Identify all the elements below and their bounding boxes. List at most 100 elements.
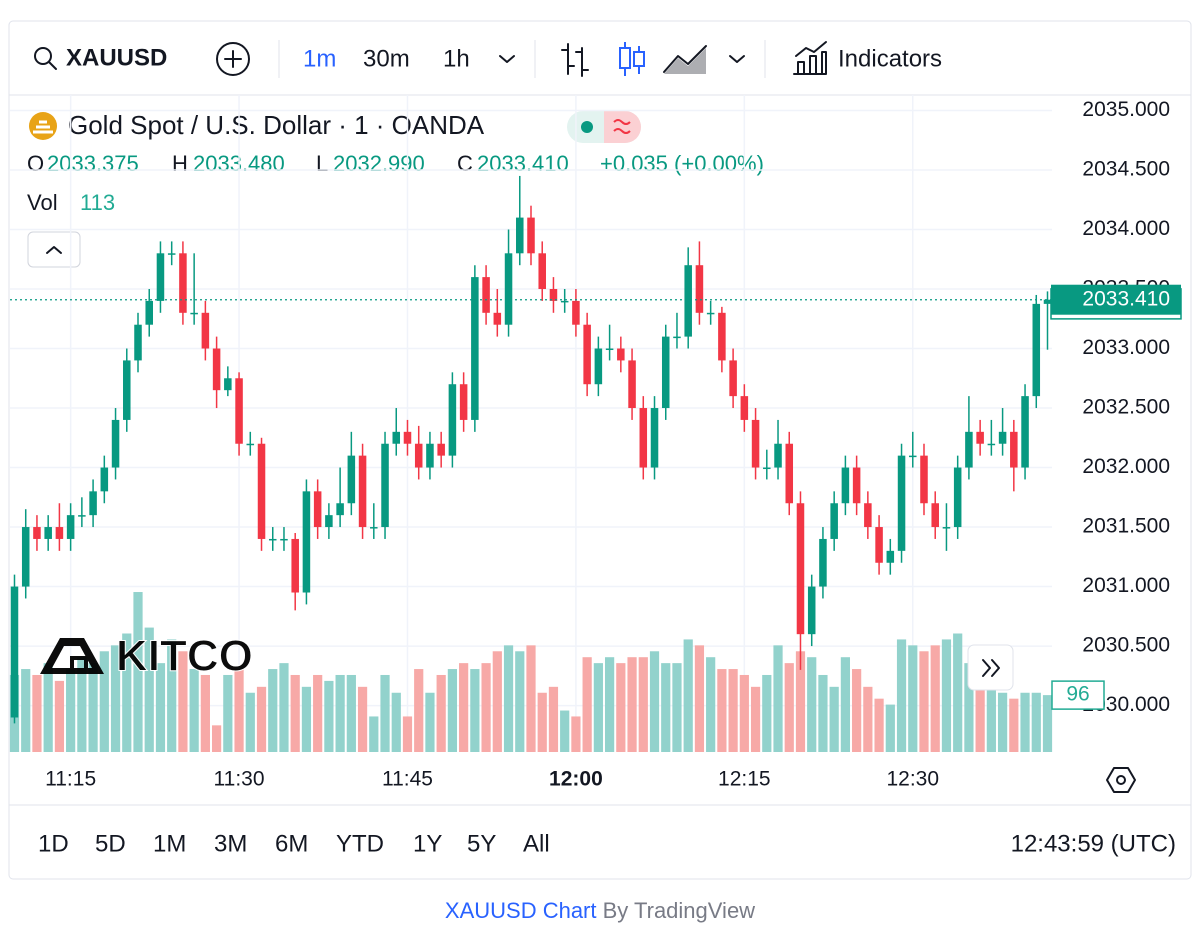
last-volume-box — [1051, 680, 1105, 710]
candles-style[interactable] — [619, 42, 645, 76]
candle-body — [706, 312, 715, 315]
candle-body — [560, 300, 569, 303]
interval[interactable]: 1m — [303, 45, 336, 72]
symbol-search[interactable]: XAUUSD — [34, 44, 167, 71]
area-style[interactable] — [663, 45, 707, 74]
volume-bar — [301, 686, 312, 752]
candle-body — [426, 443, 434, 468]
volume-bar — [133, 592, 143, 752]
candle-body — [336, 503, 344, 516]
volume-bar — [1009, 698, 1019, 752]
volume-bar — [1020, 692, 1030, 752]
volume-bar — [211, 725, 222, 752]
volume-bar — [964, 663, 974, 752]
candle-body — [718, 312, 726, 361]
candle-body — [448, 384, 457, 456]
candle-body — [504, 253, 513, 325]
candle-body — [572, 300, 580, 325]
indicators-label[interactable]: Indicators — [838, 45, 942, 72]
candle-body — [819, 538, 827, 587]
interval[interactable]: 1h — [443, 45, 470, 72]
volume-bar — [537, 692, 547, 752]
watermark-logo — [40, 638, 104, 674]
candle-body — [897, 455, 906, 551]
range-button[interactable]: 1Y — [413, 830, 442, 857]
volume-bar — [874, 698, 884, 752]
volume-bar — [414, 669, 424, 752]
candle-body — [516, 217, 524, 254]
indicators-button[interactable]: Indicators — [793, 41, 942, 75]
volume-bar — [773, 645, 783, 752]
scroll-button[interactable] — [967, 644, 1014, 691]
candle-body — [268, 538, 277, 541]
candle-body — [942, 527, 951, 529]
candle-body — [751, 419, 760, 468]
range-button[interactable]: 1D — [38, 830, 69, 857]
ohlc-value: 2033.375 — [47, 151, 139, 176]
vol-label: Vol — [27, 190, 58, 215]
volume-bar — [290, 674, 300, 752]
volume-bar — [795, 651, 806, 752]
y-tick-label: 2035.000 — [1082, 98, 1170, 121]
candle-body — [807, 586, 816, 635]
candle-body — [852, 467, 861, 504]
status-dot — [581, 121, 593, 133]
footer-link[interactable]: XAUUSD Chart — [445, 898, 597, 923]
volume-bar — [223, 674, 233, 752]
ohlc-key: L — [316, 151, 328, 176]
candle-body — [257, 443, 266, 539]
candle-body — [594, 348, 603, 385]
candle-body — [785, 443, 794, 504]
style-menu[interactable] — [729, 55, 745, 63]
volume-bar — [526, 645, 536, 752]
candle-body — [864, 503, 872, 528]
candle-body — [471, 277, 479, 420]
candle-body — [156, 253, 165, 301]
candle-body — [134, 324, 142, 361]
footer-by: By TradingView — [597, 898, 756, 923]
collapse-button[interactable] — [27, 231, 81, 268]
candle-body — [628, 360, 636, 409]
volume-bar — [975, 669, 985, 752]
candle-body — [650, 408, 659, 468]
symbol[interactable]: XAUUSD — [66, 44, 167, 71]
volume-bar — [515, 651, 525, 752]
volume-bar — [829, 686, 839, 752]
y-tick-label: 2034.500 — [1082, 158, 1170, 181]
volume-bar — [706, 657, 716, 752]
volume-bar — [728, 669, 738, 752]
volume-bar — [268, 669, 278, 752]
y-tick-label: 2032.500 — [1082, 396, 1170, 419]
candle-body — [538, 253, 546, 290]
range-button[interactable]: YTD — [336, 830, 384, 857]
candle-body — [291, 538, 299, 593]
candle-body — [235, 378, 243, 444]
range-button[interactable]: 3M — [214, 830, 247, 857]
range-button[interactable]: 1M — [153, 830, 186, 857]
status-pill-market[interactable] — [604, 111, 641, 143]
range-button[interactable]: All — [523, 830, 550, 857]
range-button[interactable]: 5D — [95, 830, 126, 857]
range-button[interactable]: 6M — [275, 830, 308, 857]
candle-body — [325, 515, 333, 528]
volume-bar — [256, 686, 267, 752]
volume-bar — [155, 663, 166, 752]
bars-style[interactable] — [561, 43, 589, 77]
volume-bar — [402, 716, 413, 752]
volume-bar — [997, 692, 1008, 752]
volume-bar — [604, 657, 615, 752]
candle-body — [605, 348, 614, 351]
candle-body — [774, 443, 782, 468]
candle-body — [998, 431, 1007, 444]
volume-bar — [582, 657, 592, 752]
candle-body — [392, 431, 401, 444]
volume-bar — [627, 657, 637, 752]
range-button[interactable]: 5Y — [467, 830, 496, 857]
settings-button[interactable] — [1106, 767, 1136, 793]
compare-button[interactable] — [216, 42, 250, 76]
interval[interactable]: 30m — [363, 45, 410, 72]
symbol-logo-mark — [33, 120, 53, 134]
interval-menu[interactable] — [499, 55, 515, 63]
y-tick-label: 2031.500 — [1082, 515, 1170, 538]
candle-body — [886, 550, 895, 563]
